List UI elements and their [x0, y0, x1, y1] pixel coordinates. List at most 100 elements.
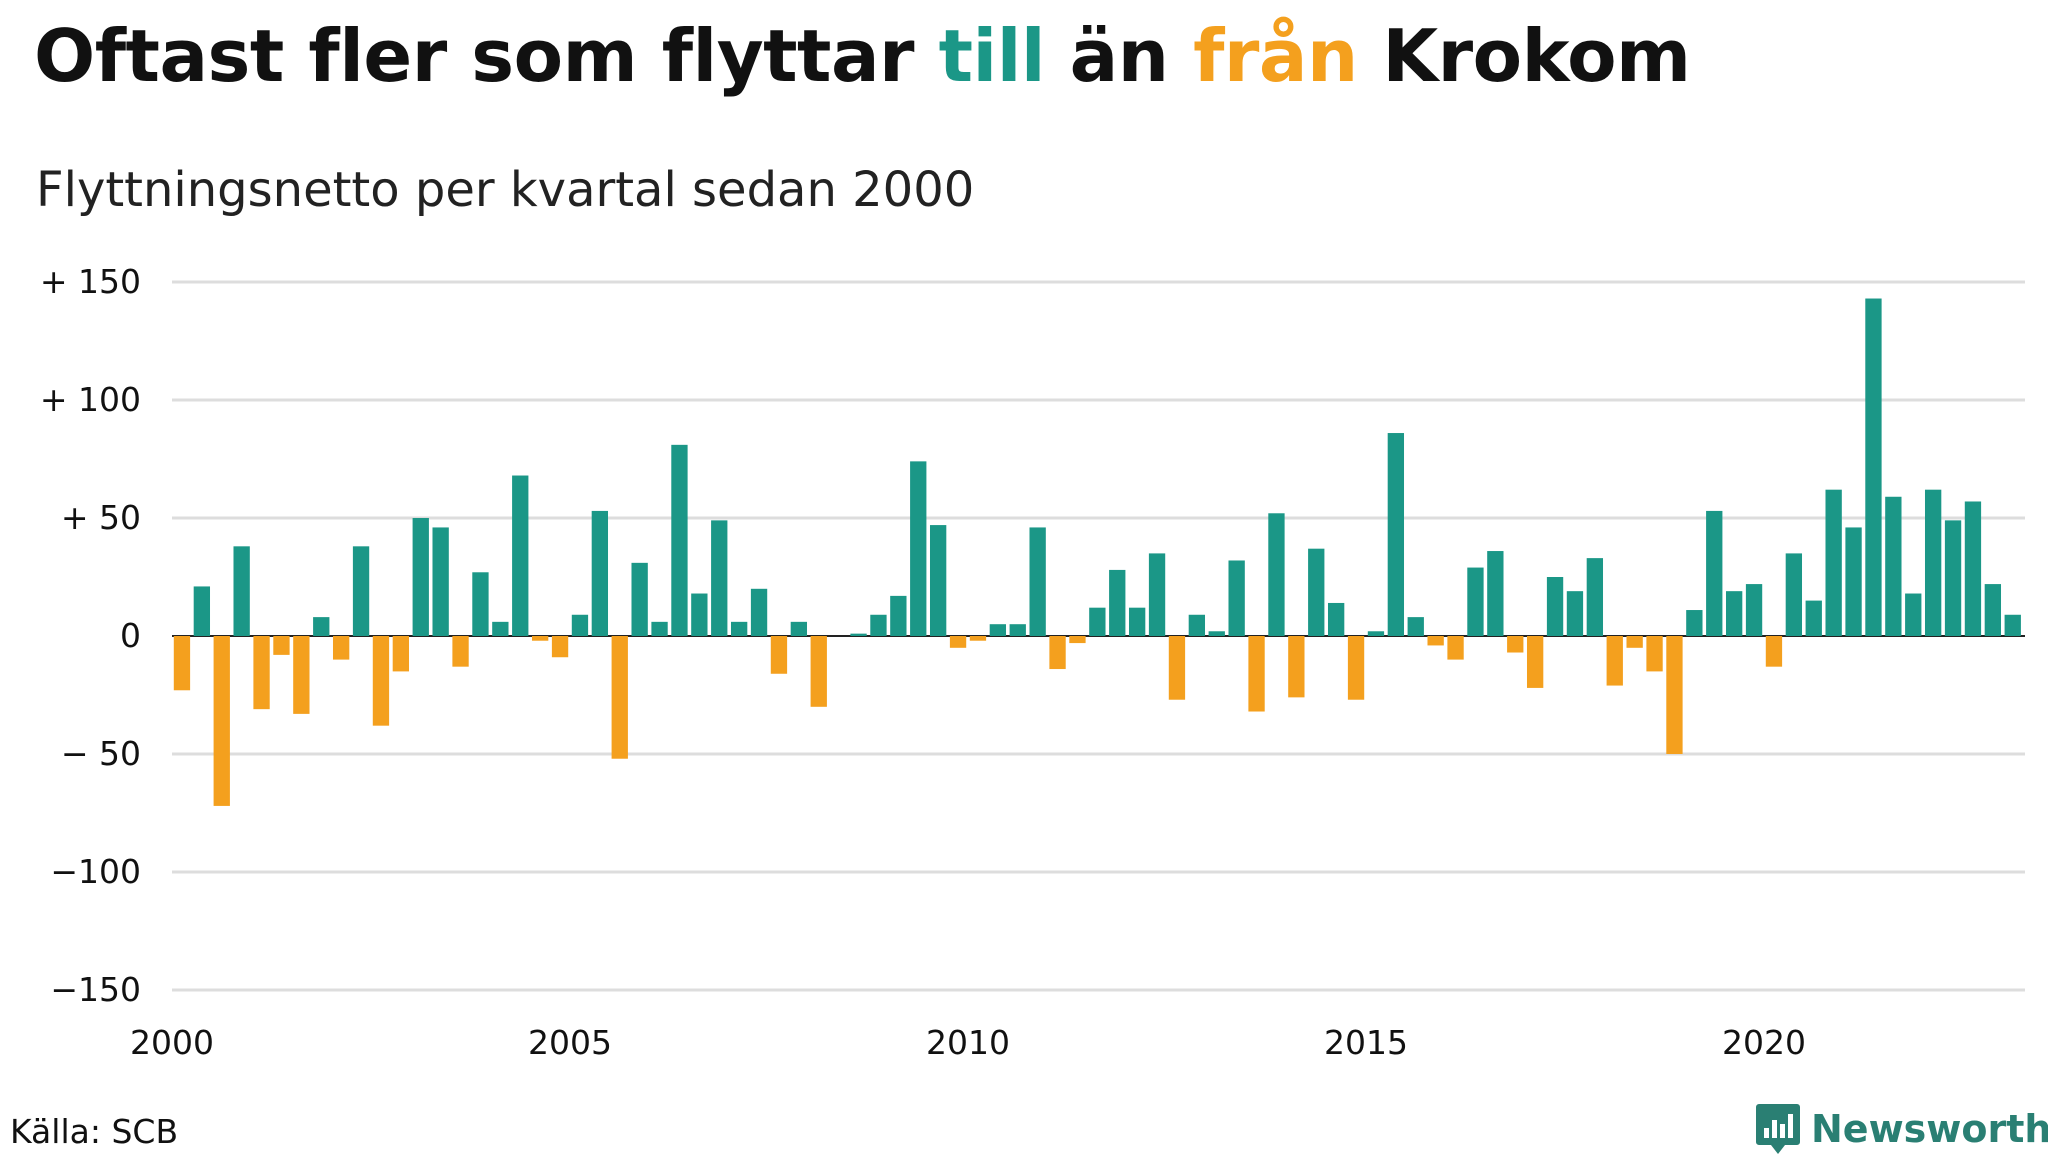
bar-positive: [193, 586, 211, 636]
bar-positive: [1387, 433, 1405, 636]
bar-positive: [1109, 569, 1126, 636]
bar-positive: [1546, 577, 1564, 636]
bar-positive: [790, 621, 808, 636]
chart-title: Oftast fler som flyttar till än från Kro…: [34, 14, 1691, 98]
bar-positive: [492, 621, 509, 636]
bar-positive: [1367, 631, 1385, 636]
bar-positive: [750, 588, 768, 636]
title-part-1: Oftast fler som flyttar: [34, 14, 939, 98]
bar-positive: [1308, 548, 1325, 636]
bar-positive: [432, 527, 449, 636]
bar-positive: [1487, 551, 1504, 636]
bar-negative: [1507, 636, 1524, 653]
bar-positive: [2004, 614, 2021, 636]
bar-positive: [352, 546, 370, 636]
bar-positive: [651, 621, 668, 636]
bar-positive: [870, 614, 887, 636]
x-tick-label: 2010: [926, 1023, 1010, 1062]
bar-negative: [392, 636, 410, 672]
x-tick-label: 2015: [1324, 1023, 1408, 1062]
bar-negative: [1526, 636, 1544, 688]
bar-negative: [1447, 636, 1464, 660]
bar-negative: [293, 636, 310, 714]
bar-negative: [1765, 636, 1783, 667]
bar-negative: [1288, 636, 1305, 698]
bar-negative: [949, 636, 967, 648]
brand-name: Newsworthy: [1811, 1107, 2048, 1151]
bar-negative: [273, 636, 290, 655]
newsworthy-logo-icon: [1756, 1104, 1800, 1154]
bar-positive: [1208, 631, 1225, 636]
x-tick-label: 2020: [1722, 1023, 1806, 1062]
bar-positive: [1964, 501, 1982, 636]
y-tick-label: 0: [120, 616, 141, 655]
bar-positive: [512, 475, 529, 636]
bar-negative: [1049, 636, 1066, 670]
bar-positive: [890, 595, 907, 636]
bar-negative: [1626, 636, 1643, 648]
bar-positive: [1745, 584, 1763, 636]
bar-positive: [313, 617, 330, 636]
bar-positive: [910, 461, 927, 636]
bar-positive: [1467, 567, 1484, 636]
bar-positive: [1944, 520, 1962, 636]
bar-positive: [571, 614, 589, 636]
bar-positive: [1268, 513, 1285, 636]
bar-positive: [1407, 617, 1424, 636]
bar-positive: [1905, 593, 1922, 636]
title-fran: från: [1193, 14, 1358, 98]
brand-logo[interactable]: Newsworthy: [1755, 1100, 2048, 1158]
bar-positive: [1825, 489, 1842, 636]
bar-negative: [1168, 636, 1186, 700]
bar-positive: [412, 518, 429, 636]
x-tick-label: 2000: [130, 1023, 214, 1062]
source-note: Källa: SCB: [10, 1112, 179, 1151]
y-tick-label: + 100: [40, 380, 141, 419]
bar-positive: [1885, 496, 1902, 636]
bar-positive: [1984, 584, 2002, 636]
bar-positive: [1029, 527, 1046, 636]
bar-positive: [671, 444, 688, 636]
bar-negative: [173, 636, 191, 691]
bar-positive: [1188, 614, 1206, 636]
bar-negative: [1666, 636, 1683, 754]
title-part-3: Krokom: [1357, 14, 1691, 98]
bar-positive: [730, 621, 748, 636]
bar-negative: [253, 636, 270, 710]
bar-positive: [591, 510, 609, 636]
bar-positive: [929, 525, 947, 636]
bar-negative: [372, 636, 390, 726]
bar-negative: [1248, 636, 1265, 712]
x-tick-label: 2005: [528, 1023, 612, 1062]
bar-positive: [1725, 591, 1743, 636]
title-part-2: än: [1045, 14, 1194, 98]
bar-positive: [989, 624, 1007, 636]
bar-positive: [850, 633, 867, 636]
bar-positive: [1865, 298, 1882, 636]
y-tick-label: − 50: [61, 734, 141, 773]
bars: [173, 298, 2021, 806]
bar-positive: [631, 562, 648, 636]
bar-negative: [531, 636, 549, 641]
y-tick-label: −150: [50, 970, 141, 1009]
bar-positive: [1805, 600, 1822, 636]
chart-subtitle: Flyttningsnetto per kvartal sedan 2000: [36, 162, 975, 218]
bar-negative: [810, 636, 827, 707]
bar-positive: [1845, 527, 1862, 636]
bar-negative: [332, 636, 350, 660]
bar-negative: [1069, 636, 1086, 644]
bar-positive: [1089, 607, 1106, 636]
bar-negative: [551, 636, 569, 658]
bar-negative: [1606, 636, 1623, 686]
bar-negative: [452, 636, 469, 667]
y-tick-label: + 150: [40, 262, 141, 301]
bar-positive: [1148, 553, 1166, 636]
title-till: till: [938, 14, 1046, 98]
bar-positive: [472, 572, 489, 636]
bar-positive: [1327, 602, 1345, 636]
bar-negative: [969, 636, 987, 641]
bar-positive: [233, 546, 250, 636]
bar-negative: [770, 636, 788, 674]
bar-negative: [1347, 636, 1365, 700]
